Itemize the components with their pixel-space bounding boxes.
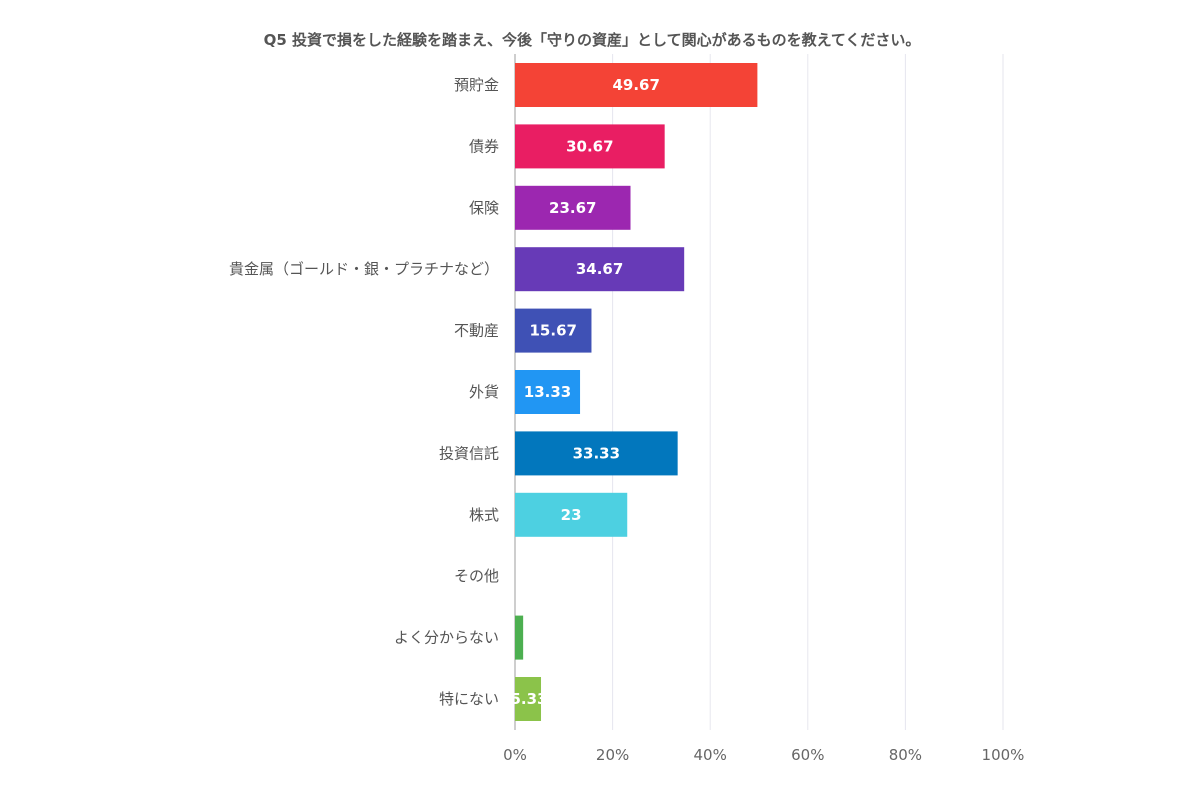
category-label: 特にない <box>439 690 499 708</box>
category-label: 債券 <box>469 137 499 155</box>
category-label: 投資信託 <box>439 444 499 462</box>
x-tick-label: 0% <box>503 746 527 764</box>
x-tick-label: 60% <box>791 746 824 764</box>
category-label: 株式 <box>469 506 499 524</box>
bar <box>515 308 592 353</box>
bar <box>515 185 631 230</box>
x-tick-label: 80% <box>889 746 922 764</box>
category-label: よく分からない <box>394 629 499 647</box>
bar-data-label: 13.33 <box>524 383 571 401</box>
bar-data-label: 23.67 <box>549 199 596 217</box>
category-label: 預貯金 <box>454 76 499 94</box>
category-label: 貴金属（ゴールド・銀・プラチナなど） <box>229 260 499 278</box>
bar-data-label: 33.33 <box>573 444 620 462</box>
bar-data-label: 34.67 <box>576 260 623 278</box>
bar <box>515 615 524 660</box>
bar-data-label: 23 <box>561 506 582 524</box>
category-label: 外貨 <box>469 383 499 401</box>
bar <box>515 370 581 414</box>
x-tick-label: 20% <box>596 746 629 764</box>
category-label: その他 <box>454 567 499 585</box>
bar <box>515 677 542 721</box>
bar <box>515 63 758 107</box>
bar-data-label: 15.67 <box>530 322 577 340</box>
bars: 49.67 30.67 23.67 34.67 15.67 13.33 33.33 23 5.3… <box>510 63 758 721</box>
bar-data-label: 49.67 <box>612 76 659 94</box>
x-axis-ticks: 0% 20% 40% 60% 80% 100% <box>503 746 1024 764</box>
category-label: 保険 <box>469 199 499 217</box>
chart-title: Q5 投資で損をした経験を踏まえ、今後「守りの資産」として関心があるものを教えて… <box>264 31 921 49</box>
category-label: 不動産 <box>454 322 499 340</box>
x-tick-label: 40% <box>694 746 727 764</box>
bar <box>515 247 685 292</box>
bar-data-label: 5.33 <box>510 690 547 708</box>
bar <box>515 492 628 537</box>
x-tick-label: 100% <box>982 746 1025 764</box>
bar-data-label: 30.67 <box>566 137 613 155</box>
bar <box>515 124 665 169</box>
bar <box>515 431 678 476</box>
